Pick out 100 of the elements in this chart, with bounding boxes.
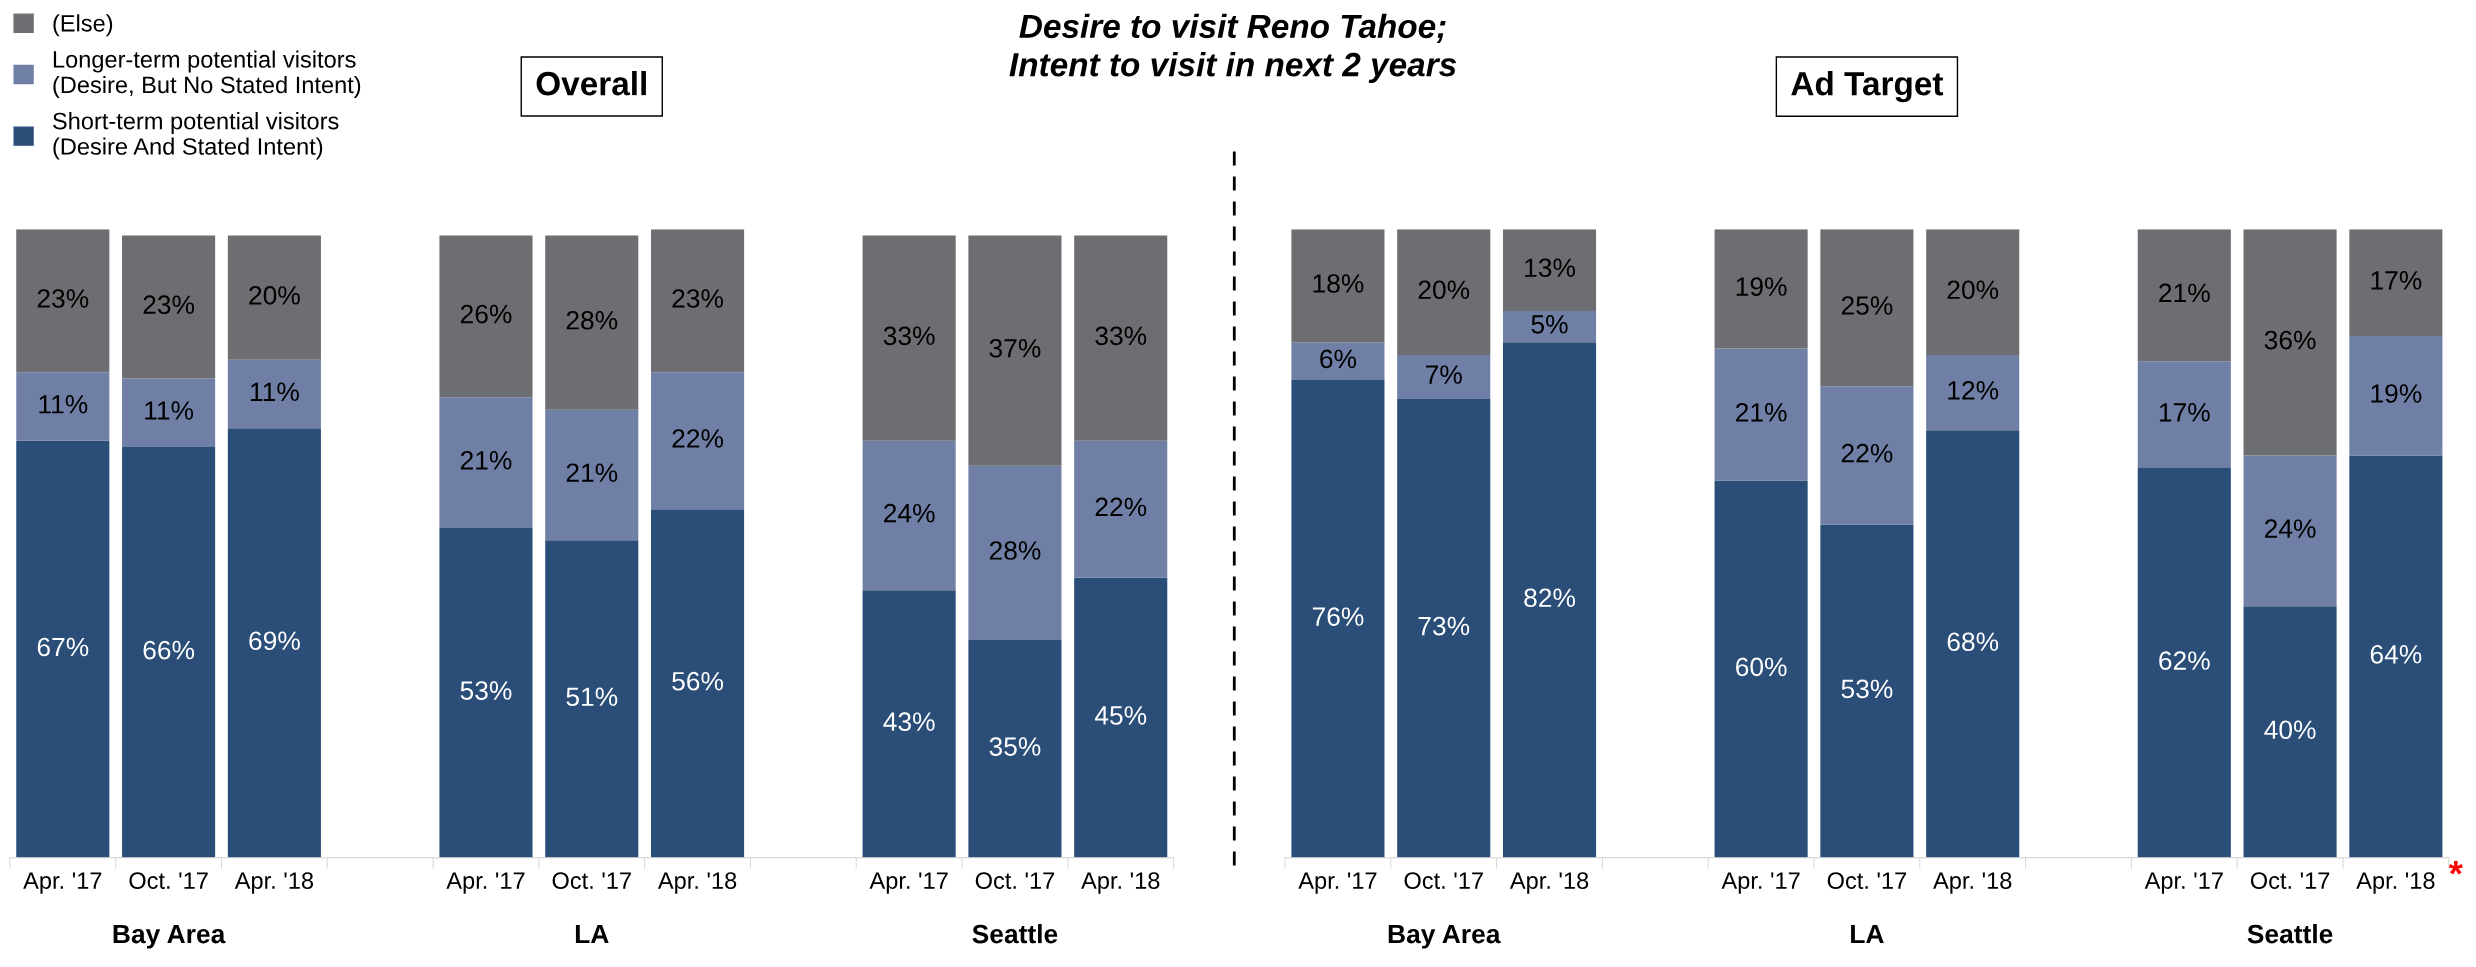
data-label: 25% (1841, 296, 1893, 315)
x-tick-label: Apr. '17 (869, 872, 948, 894)
bar (2349, 455, 2443, 858)
bar (16, 372, 110, 441)
bar (1502, 342, 1597, 858)
data-label: 11% (250, 382, 299, 402)
bar (16, 229, 110, 373)
data-label: 11% (39, 395, 88, 414)
bar (2243, 455, 2337, 607)
data-label: 13% (1525, 258, 1575, 278)
data-label: 43% (883, 712, 935, 732)
bar (16, 440, 110, 858)
text: * (2448, 861, 2463, 875)
bar (1074, 577, 1168, 858)
chart-title: Ad Target (1791, 70, 1944, 103)
x-tick-label: Apr. '17 (446, 872, 525, 894)
data-label: 67% (37, 637, 89, 657)
bar (439, 397, 533, 528)
data-label: 23% (672, 289, 724, 308)
bar (2349, 336, 2443, 456)
data-label: 82% (1524, 588, 1575, 608)
bar (545, 235, 639, 410)
bar (1714, 348, 1808, 481)
data-label: 60% (1736, 657, 1787, 677)
bar (1291, 380, 1385, 858)
data-label: 35% (989, 737, 1041, 756)
bar (968, 639, 1062, 858)
data-label: 56% (672, 671, 724, 691)
bar (968, 235, 1062, 466)
bar (2243, 229, 2337, 456)
data-label: 36% (2264, 330, 2316, 350)
data-label: 45% (1094, 706, 1147, 725)
bar (1714, 480, 1808, 858)
data-label: 53% (1841, 679, 1893, 699)
data-label: 37% (989, 338, 1041, 358)
data-label: 66% (143, 640, 195, 660)
data-label: 7% (1426, 365, 1462, 384)
bar (1820, 524, 1914, 858)
bar (1820, 386, 1914, 525)
bar (227, 235, 321, 360)
chart-title: Overall (536, 70, 646, 96)
x-tick-label: Oct. '17 (975, 872, 1055, 889)
bar (651, 229, 745, 373)
text: Bay Area (1388, 924, 1501, 949)
bar (1397, 354, 1491, 399)
data-label: 26% (460, 304, 512, 324)
bar (651, 509, 745, 858)
bar (862, 590, 956, 858)
data-label: 24% (2265, 519, 2316, 538)
data-label: 68% (1947, 632, 1999, 652)
bar (1397, 398, 1491, 858)
data-label: 21% (2159, 283, 2210, 303)
x-tick-label: Oct. '17 (1404, 872, 1483, 889)
x-tick-label: Oct. '17 (129, 872, 208, 889)
legend-label: Longer-term potential visitors (Desire, But No Stated Intent) (53, 50, 361, 98)
bar (1926, 229, 2020, 355)
data-label: 17% (2159, 403, 2210, 422)
data-label: 21% (1736, 403, 1787, 422)
data-label: 64% (2370, 644, 2422, 664)
data-label: 22% (672, 429, 724, 448)
data-label: 17% (2371, 271, 2422, 290)
bar (1397, 229, 1491, 355)
data-label: 12% (1948, 381, 1999, 400)
bar (1074, 235, 1168, 441)
bar (2137, 229, 2231, 362)
data-label: 22% (1095, 497, 1147, 517)
x-tick-label: Apr. '18 (1509, 872, 1589, 894)
text: Desire to visit Reno Tahoe; Intent to visit in next 2 years (1009, 13, 1457, 84)
bar (1714, 229, 1808, 349)
data-label: 40% (2264, 720, 2316, 740)
legend-label: Short-term potential visitors (Desire And Stated Intent) (53, 112, 339, 160)
bar (1291, 342, 1385, 381)
bar (2137, 361, 2231, 469)
x-tick-label: Apr. '17 (1298, 872, 1377, 894)
bar (122, 446, 216, 858)
bar (1074, 440, 1168, 578)
data-label: 19% (2371, 384, 2422, 403)
data-label: 23% (37, 289, 89, 308)
bar (545, 540, 639, 858)
data-label: 22% (1841, 443, 1893, 463)
data-label: 18% (1313, 274, 1364, 293)
bar (122, 378, 216, 447)
bar (1926, 430, 2020, 858)
data-label: 76% (1312, 607, 1364, 626)
data-label: 21% (460, 450, 512, 470)
text: Bay Area (113, 924, 226, 949)
data-label: 53% (460, 681, 512, 700)
x-tick-label: Apr. '18 (2356, 872, 2435, 894)
data-label: 23% (143, 295, 195, 315)
data-label: 62% (2159, 651, 2210, 670)
x-tick-label: Oct. '17 (2250, 872, 2330, 889)
x-tick-label: Apr. '17 (23, 872, 102, 894)
data-label: 20% (1947, 280, 1999, 300)
data-label: 73% (1418, 616, 1470, 636)
bar (651, 372, 745, 510)
bar (439, 235, 533, 398)
data-label: 20% (249, 286, 300, 305)
data-label: 51% (566, 687, 618, 707)
data-label: 33% (883, 326, 935, 346)
data-label: 69% (249, 631, 300, 651)
